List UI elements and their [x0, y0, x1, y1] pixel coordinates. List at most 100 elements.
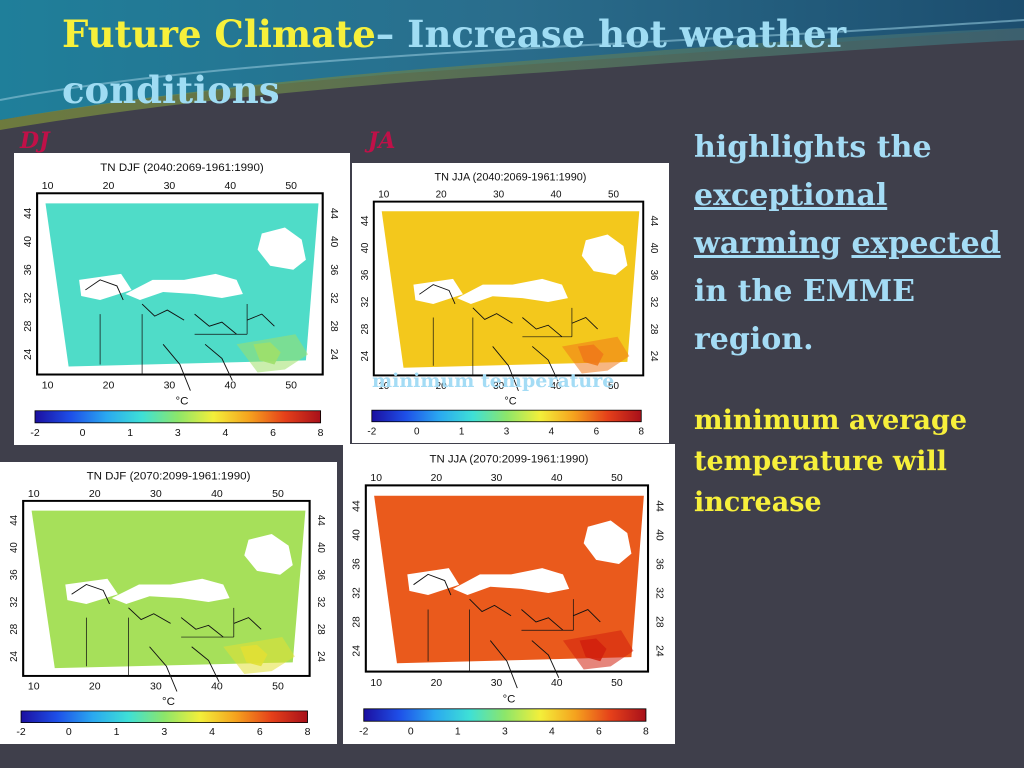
x-tick-label: 50 [272, 489, 284, 500]
y-tick-label-right: 36 [328, 264, 339, 275]
colorbar-tick-label: 0 [414, 426, 420, 437]
colorbar-tick-label: 6 [594, 426, 600, 437]
x-tick-label: 40 [551, 381, 563, 392]
colorbar-tick-label: 8 [318, 428, 324, 439]
x-tick-label: 20 [431, 473, 443, 484]
y-tick-label-right: 24 [648, 351, 659, 362]
x-tick-label: 20 [89, 682, 101, 693]
highlights-prefix: highlights the [694, 130, 932, 165]
x-tick-label: 20 [89, 489, 101, 500]
y-tick-label-right: 24 [653, 645, 664, 657]
x-tick-label: 10 [378, 190, 390, 201]
map-field [374, 495, 644, 689]
x-tick-label: 10 [42, 181, 54, 192]
season-label-djf-line1: DJ [20, 128, 50, 154]
x-tick-label: 50 [611, 473, 623, 484]
x-tick-label: 30 [164, 181, 176, 192]
colorbar-tick-label: 4 [209, 728, 215, 739]
x-tick-label: 50 [608, 190, 620, 201]
y-tick-label-left: 40 [23, 236, 34, 247]
y-tick-label-left: 36 [9, 569, 20, 580]
y-tick-label-left: 44 [23, 208, 34, 219]
x-tick-label: 40 [224, 381, 236, 392]
colorbar-tick-label: 4 [549, 727, 555, 738]
colorbar-tick-label: 3 [502, 727, 508, 738]
x-tick-label: 50 [272, 682, 284, 693]
y-tick-label-right: 40 [328, 236, 339, 247]
colorbar-tick-label: 0 [80, 428, 86, 439]
map-panel: TN JJA (2070:2099-1961:1990) 10 10 20 20 30 30… [343, 444, 675, 744]
highlight-word: exceptional [694, 178, 888, 213]
y-tick-label-right: 28 [328, 321, 339, 332]
x-tick-label: 30 [493, 381, 505, 392]
y-tick-label-right: 36 [653, 558, 664, 570]
colorbar-tick-label: -2 [16, 728, 26, 739]
y-tick-label-right: 40 [653, 529, 664, 541]
y-tick-label-left: 36 [23, 264, 34, 275]
colorbar-tick-label: 4 [222, 428, 228, 439]
map-panel: TN JJA (2040:2069-1961:1990) 10 10 20 20 30 30… [352, 163, 669, 443]
title-part-one: Future Climate [62, 12, 376, 56]
x-tick-label: 10 [370, 678, 382, 689]
y-tick-label-left: 44 [9, 515, 20, 526]
y-tick-label-right: 44 [648, 216, 659, 227]
y-tick-label-right: 40 [315, 542, 326, 553]
colorbar-tick-label: 4 [549, 426, 555, 437]
x-tick-label: 20 [436, 381, 448, 392]
climate-map-figure: TN JJA (2040:2069-1961:1990)101020203030… [360, 171, 660, 437]
y-tick-label-right: 28 [653, 616, 664, 628]
y-tick-label-left: 44 [360, 215, 371, 226]
y-tick-label-right: 36 [648, 270, 659, 281]
x-tick-label: 20 [103, 381, 115, 392]
colorbar-tick-label: 6 [596, 727, 602, 738]
colorbar-tick-label: -2 [30, 428, 40, 439]
x-tick-label: 30 [493, 190, 505, 201]
x-tick-label: 10 [28, 682, 40, 693]
x-tick-label: 10 [378, 381, 390, 392]
colorbar-tick-label: 6 [270, 428, 276, 439]
colorbar-tick-label: 3 [161, 728, 167, 739]
colorbar-tick-label: 1 [459, 426, 465, 437]
y-tick-label-left: 40 [352, 529, 363, 541]
y-tick-label-right: 28 [315, 624, 326, 635]
x-tick-label: 20 [103, 181, 115, 192]
y-tick-label-right: 32 [315, 597, 326, 608]
y-tick-label-left: 32 [360, 297, 371, 308]
x-tick-label: 40 [211, 682, 223, 693]
title-part-two: Increase hot weather conditions [62, 12, 847, 112]
climate-map-figure: TN JJA (2070:2099-1961:1990)101020203030… [352, 454, 665, 738]
season-label-jja-line1: JA [368, 128, 396, 154]
y-tick-label-right: 32 [328, 292, 339, 303]
x-tick-label: 30 [491, 473, 503, 484]
colorbar-tick-label: -2 [367, 426, 376, 437]
y-tick-label-right: 44 [328, 208, 339, 219]
unit-label: °C [162, 696, 175, 708]
y-tick-label-left: 32 [352, 587, 363, 599]
colorbar-tick-label: 0 [66, 728, 72, 739]
x-tick-label: 50 [285, 181, 297, 192]
slide-title: Future Climate– Increase hot weather con… [62, 6, 922, 118]
title-dash: – [375, 12, 408, 56]
y-tick-label-left: 24 [9, 651, 20, 662]
y-tick-label-right: 24 [328, 349, 339, 360]
y-tick-label-right: 24 [315, 651, 326, 662]
x-tick-label: 40 [551, 678, 563, 689]
climate-map-figure: TN DJF (2070:2099-1961:1990)101020203030… [9, 471, 327, 739]
minimum-temperature-overlay: minimum temperature [372, 370, 615, 392]
colorbar-tick-label: 0 [408, 727, 414, 738]
y-tick-label-left: 32 [9, 596, 20, 607]
x-tick-label: 50 [608, 381, 620, 392]
y-tick-label-left: 40 [9, 542, 20, 553]
y-tick-label-right: 44 [653, 500, 664, 512]
x-tick-label: 40 [211, 489, 223, 500]
y-tick-label-left: 32 [23, 292, 34, 303]
unit-label: °C [503, 694, 516, 706]
unit-label: °C [504, 395, 516, 407]
y-tick-label-left: 44 [352, 500, 363, 512]
colorbar-tick-label: 8 [639, 426, 645, 437]
x-tick-label: 30 [150, 489, 162, 500]
header-wave-background [0, 0, 1024, 130]
map-title: TN DJF (2070:2099-1961:1990) [87, 471, 251, 483]
map-field [381, 211, 640, 392]
colorbar [34, 410, 322, 424]
